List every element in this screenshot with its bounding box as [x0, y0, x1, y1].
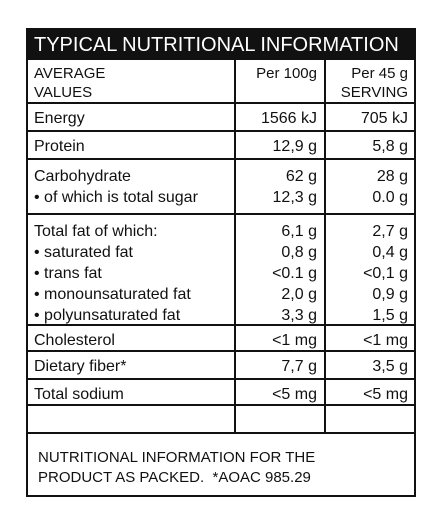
cell-text: SERVING [340, 84, 408, 101]
table-row [28, 406, 414, 434]
cell-text: 705 kJ [360, 110, 408, 127]
nutrition-table: TYPICAL NUTRITIONAL INFORMATION AVERAGE V… [26, 28, 416, 497]
label-cell [28, 406, 234, 432]
cell-text: VALUES [34, 84, 93, 101]
per100-cell: 62 g 12,3 g [234, 160, 324, 213]
cell-text: 1,5 g [372, 307, 408, 324]
cell-text: 12,3 g [272, 189, 317, 206]
cell-text: <1 mg [272, 332, 317, 349]
cell-text: 7,7 g [281, 358, 317, 375]
cell-text: 3,3 g [281, 307, 317, 324]
per100-cell: 6,1 g 0,8 g <0.1 g 2,0 g 3,3 g [234, 215, 324, 324]
label-cell: Dietary fiber* [28, 352, 234, 378]
per100-cell: Per 100g [234, 60, 324, 102]
serving-cell: 28 g 0.0 g [324, 160, 414, 213]
serving-cell: <1 mg [324, 326, 414, 350]
cell-text: Per 45 g [351, 65, 408, 82]
table-row: AVERAGE VALUES Per 100g Per 45 g SERVING [28, 60, 414, 104]
per100-cell: 7,7 g [234, 352, 324, 378]
cell-text: Total sodium [34, 386, 124, 403]
label-cell: Protein [28, 132, 234, 158]
table-row: Cholesterol <1 mg <1 mg [28, 326, 414, 352]
table-row: Dietary fiber* 7,7 g 3,5 g [28, 352, 414, 380]
cell-text: 62 g [285, 168, 317, 185]
serving-cell: 2,7 g 0,4 g <0,1 g 0,9 g 1,5 g [324, 215, 414, 324]
label-cell: Energy [28, 104, 234, 130]
cell-text: <5 mg [363, 386, 408, 403]
table-body: AVERAGE VALUES Per 100g Per 45 g SERVING Ener… [28, 60, 414, 434]
cell-text: 2,7 g [372, 223, 408, 240]
serving-cell: 3,5 g [324, 352, 414, 378]
cell-text: 6,1 g [281, 223, 317, 240]
footer-line: PRODUCT AS PACKED. *AOAC 985.29 [38, 469, 311, 486]
serving-cell: 705 kJ [324, 104, 414, 130]
label-cell: Cholesterol [28, 326, 234, 350]
per100-cell: <5 mg [234, 380, 324, 404]
cell-text: 28 g [376, 168, 408, 185]
serving-cell: <5 mg [324, 380, 414, 404]
table-title: TYPICAL NUTRITIONAL INFORMATION [28, 30, 414, 60]
per100-cell: 1566 kJ [234, 104, 324, 130]
table-row: Carbohydrate • of which is total sugar 62 … [28, 160, 414, 215]
per100-cell [234, 406, 324, 432]
cell-text: <5 mg [272, 386, 317, 403]
serving-cell [324, 406, 414, 432]
cell-text: • monounsaturated fat [34, 286, 191, 303]
table-row: Total fat of which: • saturated fat • tran… [28, 215, 414, 326]
per100-cell: 12,9 g [234, 132, 324, 158]
cell-text: Energy [34, 110, 85, 127]
cell-text: 0,9 g [372, 286, 408, 303]
label-cell: Carbohydrate • of which is total sugar [28, 160, 234, 213]
serving-cell: 5,8 g [324, 132, 414, 158]
per100-cell: <1 mg [234, 326, 324, 350]
cell-text: 0,8 g [281, 244, 317, 261]
cell-text: 1566 kJ [260, 110, 317, 127]
cell-text: • trans fat [34, 265, 102, 282]
cell-text: Carbohydrate [34, 168, 131, 185]
label-cell: AVERAGE VALUES [28, 60, 234, 102]
cell-text: • saturated fat [34, 244, 133, 261]
cell-text: 3,5 g [372, 358, 408, 375]
cell-text: AVERAGE [34, 65, 106, 82]
cell-text: 5,8 g [372, 138, 408, 155]
cell-text: Dietary fiber* [34, 358, 127, 375]
cell-text: 0.0 g [372, 189, 408, 206]
table-row: Energy 1566 kJ 705 kJ [28, 104, 414, 132]
footer: NUTRITIONAL INFORMATION FOR THE PRODUCT A… [28, 434, 414, 488]
table-row: Protein 12,9 g 5,8 g [28, 132, 414, 160]
cell-text: 12,9 g [272, 138, 317, 155]
cell-text: <0,1 g [363, 265, 408, 282]
cell-text: Protein [34, 138, 85, 155]
cell-text: • of which is total sugar [34, 189, 198, 206]
label-cell: Total sodium [28, 380, 234, 404]
cell-text: 0,4 g [372, 244, 408, 261]
cell-text: 2,0 g [281, 286, 317, 303]
cell-text: <0.1 g [272, 265, 317, 282]
cell-text: Total fat of which: [34, 223, 158, 240]
serving-cell: Per 45 g SERVING [324, 60, 414, 102]
cell-text: <1 mg [363, 332, 408, 349]
cell-text: Cholesterol [34, 332, 115, 349]
table-row: Total sodium <5 mg <5 mg [28, 380, 414, 406]
cell-text: Per 100g [256, 65, 317, 82]
cell-text: • polyunsaturated fat [34, 307, 181, 324]
label-cell: Total fat of which: • saturated fat • tran… [28, 215, 234, 324]
footer-line: NUTRITIONAL INFORMATION FOR THE [38, 449, 316, 466]
